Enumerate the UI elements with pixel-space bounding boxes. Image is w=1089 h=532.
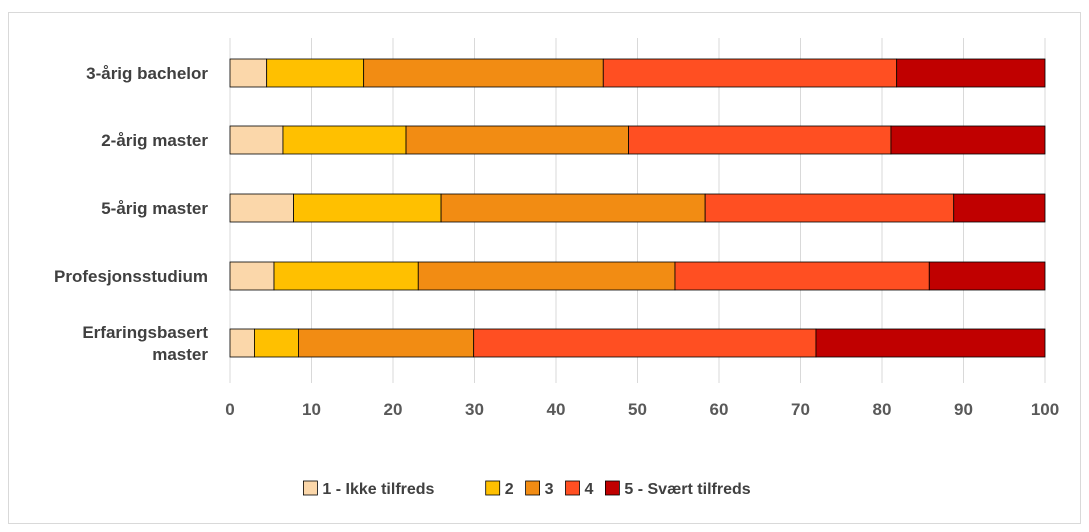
bar-segment <box>282 125 407 155</box>
bar-segment <box>928 261 1046 291</box>
x-tick-label: 100 <box>1031 400 1059 419</box>
bar-segment <box>815 328 1046 358</box>
bar-segment <box>229 328 255 358</box>
category-label: 2-årig master <box>101 131 208 150</box>
bar-segment <box>473 328 817 358</box>
bar-segment <box>254 328 299 358</box>
bar-segment <box>674 261 930 291</box>
x-tick-label: 80 <box>873 400 892 419</box>
x-tick-label: 90 <box>954 400 973 419</box>
x-tick-label: 70 <box>791 400 810 419</box>
bar-segment <box>229 261 275 291</box>
bar-segment <box>953 193 1046 223</box>
legend: 1 - Ikke tilfreds 2 3 4 5 - Svært tilfreds <box>302 480 751 498</box>
bar-segment <box>363 58 604 88</box>
category-label: 5-årig master <box>101 199 208 218</box>
category-label: Erfaringsbasert master <box>82 323 208 364</box>
x-tick-label: 0 <box>225 400 234 419</box>
x-tick-label: 30 <box>465 400 484 419</box>
bar-segment <box>229 193 294 223</box>
bar-segment <box>417 261 676 291</box>
bar-segment <box>229 125 284 155</box>
bar-segment <box>273 261 419 291</box>
bar-segment <box>229 58 268 88</box>
x-axis-tick-labels: 0 10 20 30 40 50 60 70 80 90 100 <box>225 400 1059 419</box>
x-tick-label: 40 <box>547 400 566 419</box>
bar-segment <box>266 58 365 88</box>
bars <box>229 58 1046 358</box>
x-tick-label: 20 <box>384 400 403 419</box>
legend-label: 1 - Ikke tilfreds <box>322 481 434 498</box>
x-tick-label: 60 <box>710 400 729 419</box>
bar-segment <box>628 125 892 155</box>
bar-segment <box>890 125 1046 155</box>
legend-label: 2 <box>505 481 514 498</box>
legend-swatch <box>565 480 580 496</box>
legend-swatch <box>525 480 540 496</box>
bar-segment <box>896 58 1046 88</box>
x-tick-label: 50 <box>628 400 647 419</box>
category-label: Profesjonsstudium <box>54 267 208 286</box>
bar-segment <box>440 193 706 223</box>
bar-segment <box>704 193 955 223</box>
legend-swatch <box>302 480 318 496</box>
legend-swatch <box>605 480 620 496</box>
legend-label: 3 <box>545 481 554 498</box>
bar-segment <box>405 125 629 155</box>
category-labels: 3-årig bachelor 2-årig master 5-årig maste… <box>54 64 208 364</box>
category-label: 3-årig bachelor <box>86 64 208 83</box>
x-tick-label: 10 <box>302 400 321 419</box>
bar-segment <box>298 328 475 358</box>
legend-label: 4 <box>585 481 594 498</box>
bar-segment <box>602 58 898 88</box>
legend-label: 5 - Svært tilfreds <box>624 481 750 498</box>
bar-segment <box>293 193 442 223</box>
legend-swatch <box>485 480 501 496</box>
